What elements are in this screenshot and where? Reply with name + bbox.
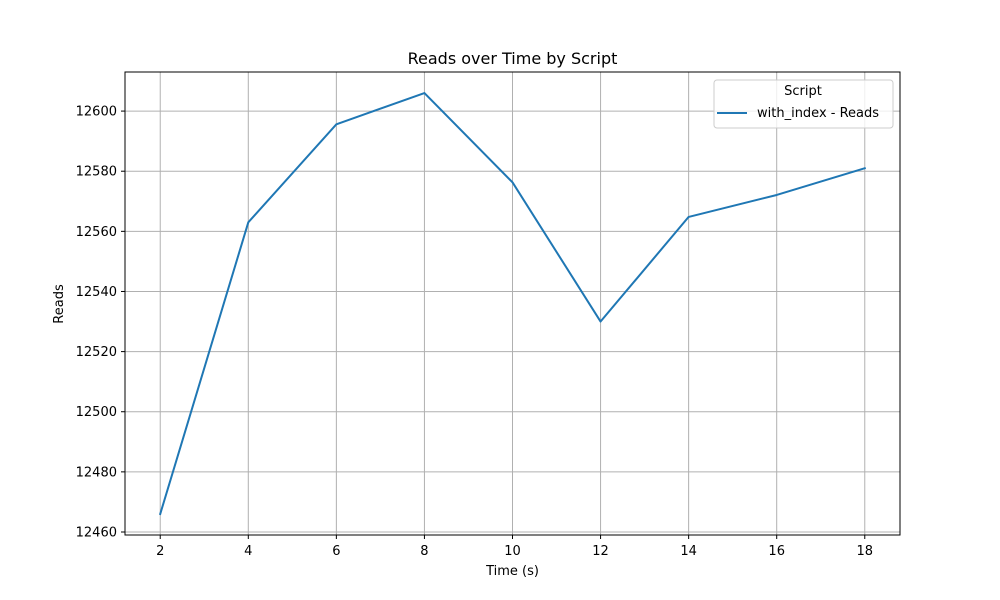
x-tick-label: 4 bbox=[244, 544, 252, 559]
grid-lines bbox=[125, 72, 900, 535]
series-lines bbox=[158, 92, 867, 516]
y-tick-label: 12520 bbox=[76, 345, 117, 360]
x-tick-label: 2 bbox=[156, 544, 164, 559]
x-tick-label: 14 bbox=[680, 544, 697, 559]
legend-box bbox=[713, 79, 894, 129]
y-tick-label: 12460 bbox=[76, 525, 117, 540]
legend-title: Script bbox=[784, 84, 822, 99]
x-axis-title: Time (s) bbox=[485, 564, 539, 579]
y-tick-label: 12600 bbox=[76, 105, 117, 120]
x-tick-label: 18 bbox=[856, 544, 873, 559]
x-tick-label: 16 bbox=[768, 544, 785, 559]
x-tick-label: 6 bbox=[332, 544, 340, 559]
x-tick-label: 12 bbox=[592, 544, 609, 559]
chart-title: Reads over Time by Script bbox=[408, 49, 618, 68]
legend-series-label: with_index - Reads bbox=[757, 106, 879, 121]
y-tick-label: 12560 bbox=[76, 225, 117, 240]
legend: Script with_index - Reads bbox=[713, 79, 894, 129]
y-tick-label: 12500 bbox=[76, 405, 117, 420]
x-tick-label: 10 bbox=[504, 544, 521, 559]
y-tick-label: 12580 bbox=[76, 165, 117, 180]
y-tick-label: 12540 bbox=[76, 285, 117, 300]
x-axis: 2 4 6 8 10 12 14 16 18 bbox=[156, 535, 873, 559]
y-axis-title: Reads bbox=[52, 284, 67, 324]
y-axis: 12460 12480 12500 12520 12540 12560 12580 12600 bbox=[76, 105, 125, 540]
x-tick-label: 8 bbox=[420, 544, 428, 559]
series-line bbox=[158, 92, 867, 516]
y-tick-label: 12480 bbox=[76, 465, 117, 480]
